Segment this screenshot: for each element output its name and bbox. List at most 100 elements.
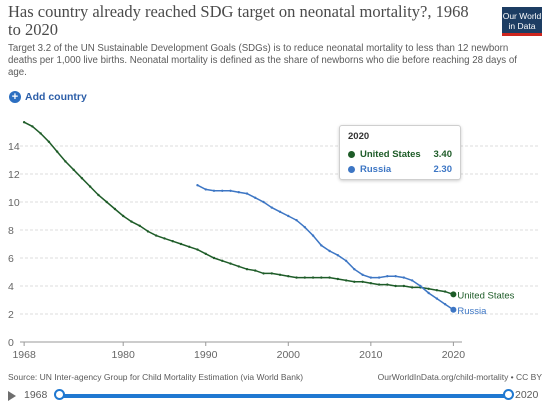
- data-point-united-states: [328, 276, 331, 279]
- data-point-united-states: [155, 234, 158, 237]
- data-point-united-states: [427, 287, 430, 290]
- data-point-russia: [361, 273, 364, 276]
- data-point-russia: [394, 275, 397, 278]
- data-point-united-states: [97, 193, 100, 197]
- tooltip-series-value: 2.30: [433, 164, 453, 175]
- data-point-united-states: [221, 259, 224, 262]
- data-point-russia: [410, 279, 414, 282]
- data-point-united-states: [212, 256, 216, 260]
- data-point-russia: [262, 200, 265, 204]
- data-point-united-states: [443, 290, 447, 293]
- owid-logo[interactable]: Our World in Data: [502, 7, 542, 36]
- data-point-united-states: [410, 286, 414, 289]
- data-point-russia: [344, 259, 348, 262]
- timeline-track[interactable]: [59, 394, 509, 398]
- data-point-russia: [303, 226, 307, 229]
- y-tick-label: 6: [8, 253, 14, 265]
- series-swatch-russia: [348, 166, 355, 173]
- tooltip-series-value: 3.40: [433, 149, 453, 160]
- logo-accent-bar: [502, 33, 542, 36]
- data-point-united-states: [80, 177, 84, 180]
- x-tick-label: 1980: [112, 349, 136, 361]
- data-point-united-states: [303, 276, 307, 279]
- play-icon[interactable]: [8, 391, 16, 401]
- logo-line-1: Our World: [502, 11, 542, 21]
- data-point-united-states: [204, 252, 207, 255]
- data-point-united-states: [320, 276, 323, 279]
- chart-footer: Source: UN Inter-agency Group for Child …: [8, 372, 542, 382]
- data-point-united-states: [39, 132, 42, 135]
- data-point-russia: [254, 196, 257, 199]
- data-point-russia: [212, 189, 216, 192]
- data-point-united-states: [262, 272, 265, 275]
- series-end-label-russia: Russia: [457, 306, 487, 317]
- timeline-start-label: 1968: [24, 389, 48, 401]
- hover-tooltip: 2020 United States 3.40 Russia 2.30: [339, 125, 461, 180]
- data-point-united-states: [435, 289, 439, 292]
- data-point-russia: [295, 219, 298, 222]
- data-point-united-states: [72, 168, 75, 171]
- data-point-united-states: [31, 125, 34, 128]
- tooltip-row-russia: Russia 2.30: [348, 162, 452, 177]
- data-point-united-states: [311, 276, 315, 279]
- data-point-russia: [377, 276, 381, 279]
- y-tick-label: 10: [8, 197, 20, 209]
- data-point-united-states: [402, 284, 406, 288]
- data-point-russia: [278, 210, 282, 213]
- data-point-united-states: [287, 275, 290, 278]
- data-point-united-states: [121, 214, 125, 218]
- data-point-united-states: [245, 268, 249, 271]
- data-point-united-states: [188, 245, 191, 248]
- credit-link[interactable]: OurWorldInData.org/child-mortality • CC …: [377, 372, 542, 382]
- y-tick-label: 0: [8, 337, 14, 349]
- data-point-russia: [386, 275, 389, 278]
- data-point-united-states: [278, 273, 282, 276]
- chart-title: Has country already reached SDG target o…: [8, 2, 469, 39]
- timeline-start-handle[interactable]: [54, 389, 65, 400]
- tooltip-row-united-states: United States 3.40: [348, 147, 452, 162]
- x-tick-label: 1990: [194, 349, 218, 361]
- data-point-united-states: [163, 237, 166, 240]
- data-point-russia: [245, 192, 249, 195]
- timeline-end-handle[interactable]: [503, 389, 514, 400]
- data-point-russia: [336, 254, 340, 257]
- data-point-russia: [450, 306, 457, 313]
- data-point-russia: [204, 188, 207, 191]
- y-tick-label: 8: [8, 225, 14, 237]
- data-point-united-states: [353, 280, 356, 283]
- line-chart[interactable]: 0 2 4 6 8 10 12 14 1968 1980 1990 2000 2010 2020 Unite…: [0, 108, 550, 368]
- data-point-russia: [221, 189, 224, 192]
- tooltip-series-name: Russia: [360, 164, 392, 175]
- data-point-united-states: [47, 140, 51, 143]
- x-tick-label: 2010: [359, 349, 383, 361]
- data-point-united-states: [344, 279, 348, 282]
- data-point-russia: [369, 276, 373, 279]
- y-tick-label: 14: [8, 141, 20, 153]
- timeline-slider[interactable]: 1968 2020: [0, 386, 550, 406]
- data-point-united-states: [394, 284, 397, 288]
- data-point-united-states: [369, 282, 373, 285]
- source-note[interactable]: Source: UN Inter-agency Group for Child …: [8, 372, 304, 382]
- y-tick-label: 2: [8, 309, 14, 321]
- timeline-end-label: 2020: [515, 389, 539, 401]
- data-point-russia: [427, 291, 430, 295]
- data-point-united-states: [171, 240, 174, 243]
- tooltip-series-name: United States: [360, 149, 421, 160]
- chart-subtitle: Target 3.2 of the UN Sustainable Develop…: [8, 43, 517, 78]
- add-country-button[interactable]: + Add country: [9, 91, 87, 103]
- data-point-united-states: [113, 207, 117, 211]
- data-point-united-states: [450, 291, 457, 298]
- data-point-russia: [320, 244, 323, 247]
- data-point-united-states: [229, 262, 232, 265]
- data-point-united-states: [254, 269, 257, 272]
- data-point-united-states: [377, 283, 381, 286]
- data-point-united-states: [130, 220, 133, 223]
- data-point-russia: [402, 276, 406, 279]
- data-point-united-states: [146, 230, 150, 233]
- data-point-united-states: [361, 280, 364, 283]
- y-tick-label: 4: [8, 281, 14, 293]
- data-point-united-states: [22, 121, 26, 124]
- plus-circle-icon: +: [9, 91, 21, 103]
- data-point-united-states: [386, 283, 389, 286]
- data-point-russia: [328, 249, 331, 253]
